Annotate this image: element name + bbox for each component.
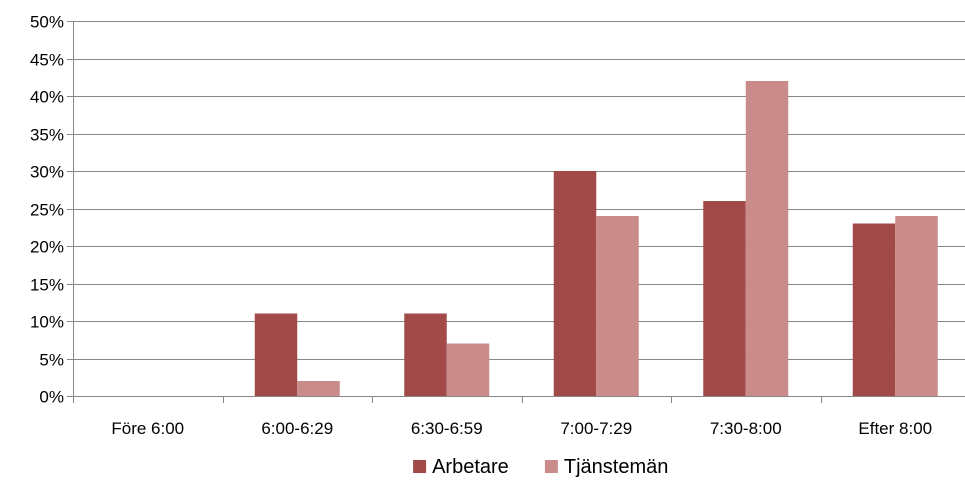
x-tick-label: Efter 8:00 <box>858 419 932 438</box>
bar-tjänstemän <box>895 216 938 396</box>
y-tick-label: 45% <box>30 51 64 70</box>
bar-arbetare <box>404 313 447 396</box>
y-tick-label: 10% <box>30 313 64 332</box>
y-tick-label: 20% <box>30 238 64 257</box>
bar-arbetare <box>254 313 298 396</box>
y-tick-label: 30% <box>30 163 64 182</box>
axes: 0% 5% 10% 15% 20% 25% 30% 35% 40% 45% 50% Före 6:00… <box>30 13 965 438</box>
bar-arbetare <box>703 201 746 396</box>
bars <box>254 81 938 396</box>
y-tick-label: 0% <box>39 388 64 407</box>
x-tick-label: Före 6:00 <box>111 419 184 438</box>
legend-swatch <box>544 460 558 473</box>
gridlines <box>73 21 965 360</box>
x-tick-label: 7:00-7:29 <box>560 419 632 438</box>
y-tick-label: 25% <box>30 201 64 220</box>
legend-label: Arbetare <box>432 456 509 478</box>
bar-tjänstemän <box>745 81 789 396</box>
y-tick-label: 5% <box>39 351 64 370</box>
bar-arbetare <box>553 171 597 396</box>
y-tick-label: 35% <box>30 126 64 145</box>
y-tick-label: 40% <box>30 88 64 107</box>
x-tick-label: 6:30-6:59 <box>411 419 483 438</box>
legend-swatch <box>413 460 427 473</box>
y-tick-label: 15% <box>30 276 64 295</box>
legend: Arbetare Tjänstemän <box>413 456 668 478</box>
bar-tjänstemän <box>297 381 340 396</box>
x-tick-label: 7:30-8:00 <box>710 419 782 438</box>
bar-arbetare <box>852 223 896 396</box>
legend-label: Tjänstemän <box>564 456 669 478</box>
x-tick-label: 6:00-6:29 <box>261 419 333 438</box>
y-tick-label: 50% <box>30 13 64 32</box>
bar-tjänstemän <box>596 216 639 396</box>
bar-tjänstemän <box>446 343 490 396</box>
